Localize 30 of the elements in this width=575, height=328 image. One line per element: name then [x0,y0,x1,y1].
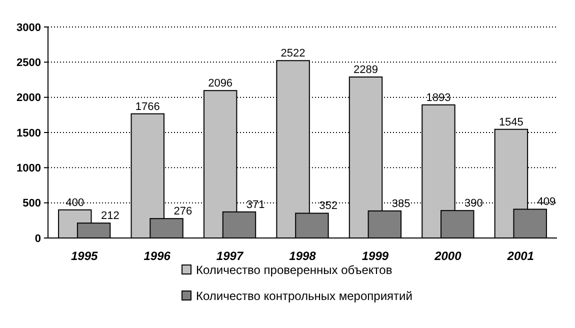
y-tick-label: 1500 [16,127,41,140]
data-label: 409 [537,196,556,208]
data-label: 390 [464,198,483,210]
data-label: 2289 [354,64,378,76]
x-tick-label: 1995 [71,249,98,263]
y-tick-label: 3000 [16,22,41,34]
legend-label: Количество проверенных объектов [196,263,392,278]
data-label: 1893 [426,92,451,104]
y-tick-label: 1000 [16,162,41,175]
x-tick-label: 1996 [144,249,171,263]
data-label: 1766 [135,100,160,113]
y-tick-label: 2500 [16,57,41,70]
data-label: 352 [319,200,338,212]
legend-label: Количество контрольных мероприятий [196,289,412,304]
x-tick-label: 1999 [362,249,389,263]
data-label: 276 [174,206,192,218]
x-tick-label: 1998 [289,249,316,263]
x-tick-label: 1997 [216,249,244,263]
data-label: 1545 [498,116,524,128]
y-tick-label: 2000 [16,92,41,104]
data-label: 2522 [280,48,306,60]
y-tick-label: 500 [22,198,41,210]
data-label: 212 [100,210,120,222]
x-tick-label: 2001 [506,249,534,263]
y-tick-label: 0 [34,232,41,245]
x-tick-label: 2000 [434,249,462,263]
data-label: 400 [66,196,84,209]
data-label: 385 [392,198,410,210]
data-label: 371 [246,198,265,211]
data-label: 2096 [208,78,233,90]
